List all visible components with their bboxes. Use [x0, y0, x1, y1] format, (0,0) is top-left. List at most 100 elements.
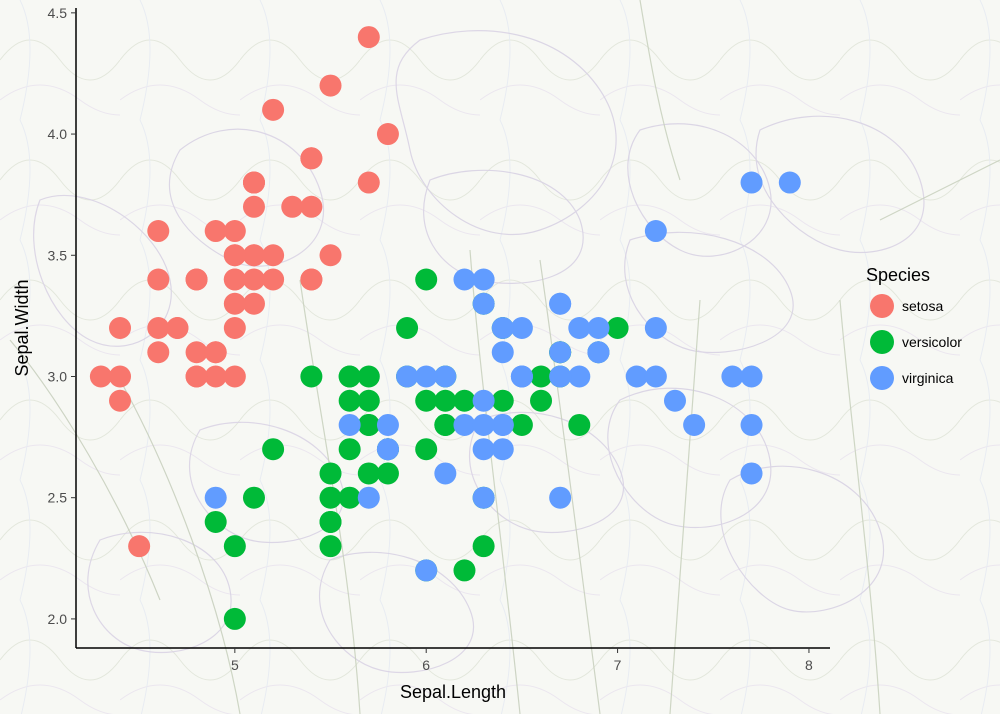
legend-item-setosa: setosa	[870, 294, 943, 318]
legend-label: virginica	[902, 370, 954, 386]
data-point-setosa	[204, 341, 227, 364]
data-point-virginica	[434, 365, 457, 388]
legend-label: versicolor	[902, 334, 962, 350]
data-point-versicolor	[242, 486, 265, 509]
x-ticks: 5 6 7 8	[231, 648, 813, 673]
data-point-versicolor	[338, 486, 361, 509]
data-point-setosa	[242, 292, 265, 315]
data-point-versicolor	[453, 389, 476, 412]
data-point-virginica	[740, 171, 763, 194]
data-point-virginica	[721, 365, 744, 388]
data-point-setosa	[204, 220, 227, 243]
data-point-setosa	[300, 147, 323, 170]
data-point-setosa	[223, 292, 246, 315]
data-point-setosa	[262, 244, 285, 267]
y-tick-label: 3.5	[48, 247, 68, 263]
data-point-versicolor	[415, 268, 438, 291]
data-point-setosa	[223, 317, 246, 339]
data-point-virginica	[376, 438, 399, 461]
data-point-versicolor	[357, 365, 380, 388]
legend-key-setosa	[870, 294, 894, 318]
data-point-setosa	[242, 171, 265, 194]
x-tick-label: 5	[231, 657, 239, 673]
data-point-setosa	[147, 341, 170, 364]
data-point-versicolor	[606, 317, 629, 339]
data-point-versicolor	[357, 413, 380, 436]
data-point-setosa	[242, 268, 265, 291]
data-point-virginica	[453, 268, 476, 291]
data-point-virginica	[491, 413, 514, 436]
data-point-setosa	[109, 317, 132, 339]
data-point-virginica	[338, 413, 361, 436]
y-tick-label: 3.0	[48, 368, 68, 384]
data-point-virginica	[549, 365, 572, 388]
legend-key-virginica	[870, 366, 894, 390]
data-point-setosa	[281, 195, 304, 218]
data-point-virginica	[510, 365, 533, 388]
data-point-setosa	[147, 317, 170, 339]
data-point-setosa	[357, 171, 380, 194]
data-point-virginica	[740, 462, 763, 485]
data-point-virginica	[472, 389, 495, 412]
data-point-setosa	[89, 365, 112, 388]
data-point-versicolor	[415, 438, 438, 461]
data-point-setosa	[223, 244, 246, 267]
data-point-setosa	[242, 195, 265, 218]
y-axis-title: Sepal.Width	[12, 279, 32, 376]
data-point-virginica	[376, 413, 399, 436]
data-point-versicolor	[300, 365, 323, 388]
data-point-versicolor	[510, 413, 533, 436]
data-point-virginica	[491, 317, 514, 339]
data-point-virginica	[472, 486, 495, 509]
data-point-virginica	[549, 486, 572, 509]
legend-label: setosa	[902, 298, 943, 314]
data-point-setosa	[376, 123, 399, 146]
data-point-virginica	[663, 389, 686, 412]
data-point-virginica	[549, 292, 572, 315]
data-point-setosa	[166, 317, 189, 339]
y-ticks: 2.0 2.5 3.0 3.5 4.0 4.5	[48, 5, 76, 627]
data-point-setosa	[109, 365, 132, 388]
data-point-versicolor	[396, 317, 419, 339]
data-point-versicolor	[338, 389, 361, 412]
data-point-versicolor	[223, 535, 246, 558]
legend-key-versicolor	[870, 330, 894, 354]
data-point-virginica	[453, 413, 476, 436]
data-point-virginica	[415, 559, 438, 582]
data-point-virginica	[587, 317, 610, 339]
data-point-virginica	[778, 171, 801, 194]
data-point-setosa	[185, 268, 208, 291]
data-point-virginica	[644, 220, 667, 243]
data-point-versicolor	[434, 413, 457, 436]
data-point-virginica	[472, 268, 495, 291]
data-point-versicolor	[357, 462, 380, 485]
data-point-versicolor	[530, 389, 553, 412]
data-point-virginica	[434, 462, 457, 485]
data-point-setosa	[147, 220, 170, 243]
data-point-virginica	[472, 292, 495, 315]
legend-item-versicolor: versicolor	[870, 330, 962, 354]
x-tick-label: 6	[422, 657, 430, 673]
data-point-setosa	[319, 244, 342, 267]
data-point-setosa	[223, 268, 246, 291]
y-tick-label: 2.5	[48, 490, 68, 506]
data-point-setosa	[185, 365, 208, 388]
data-point-versicolor	[319, 510, 342, 533]
data-point-versicolor	[204, 510, 227, 533]
series-virginica	[204, 171, 801, 582]
data-point-versicolor	[453, 559, 476, 582]
series-setosa	[89, 26, 399, 558]
legend-items: setosa versicolor virginica	[870, 294, 962, 390]
data-point-virginica	[587, 341, 610, 364]
data-point-versicolor	[491, 389, 514, 412]
data-point-versicolor	[376, 462, 399, 485]
data-point-setosa	[300, 268, 323, 291]
data-point-versicolor	[223, 607, 246, 630]
data-point-setosa	[262, 268, 285, 291]
data-point-virginica	[644, 365, 667, 388]
data-point-virginica	[568, 317, 591, 339]
legend-title: Species	[866, 265, 930, 285]
data-point-versicolor	[262, 438, 285, 461]
